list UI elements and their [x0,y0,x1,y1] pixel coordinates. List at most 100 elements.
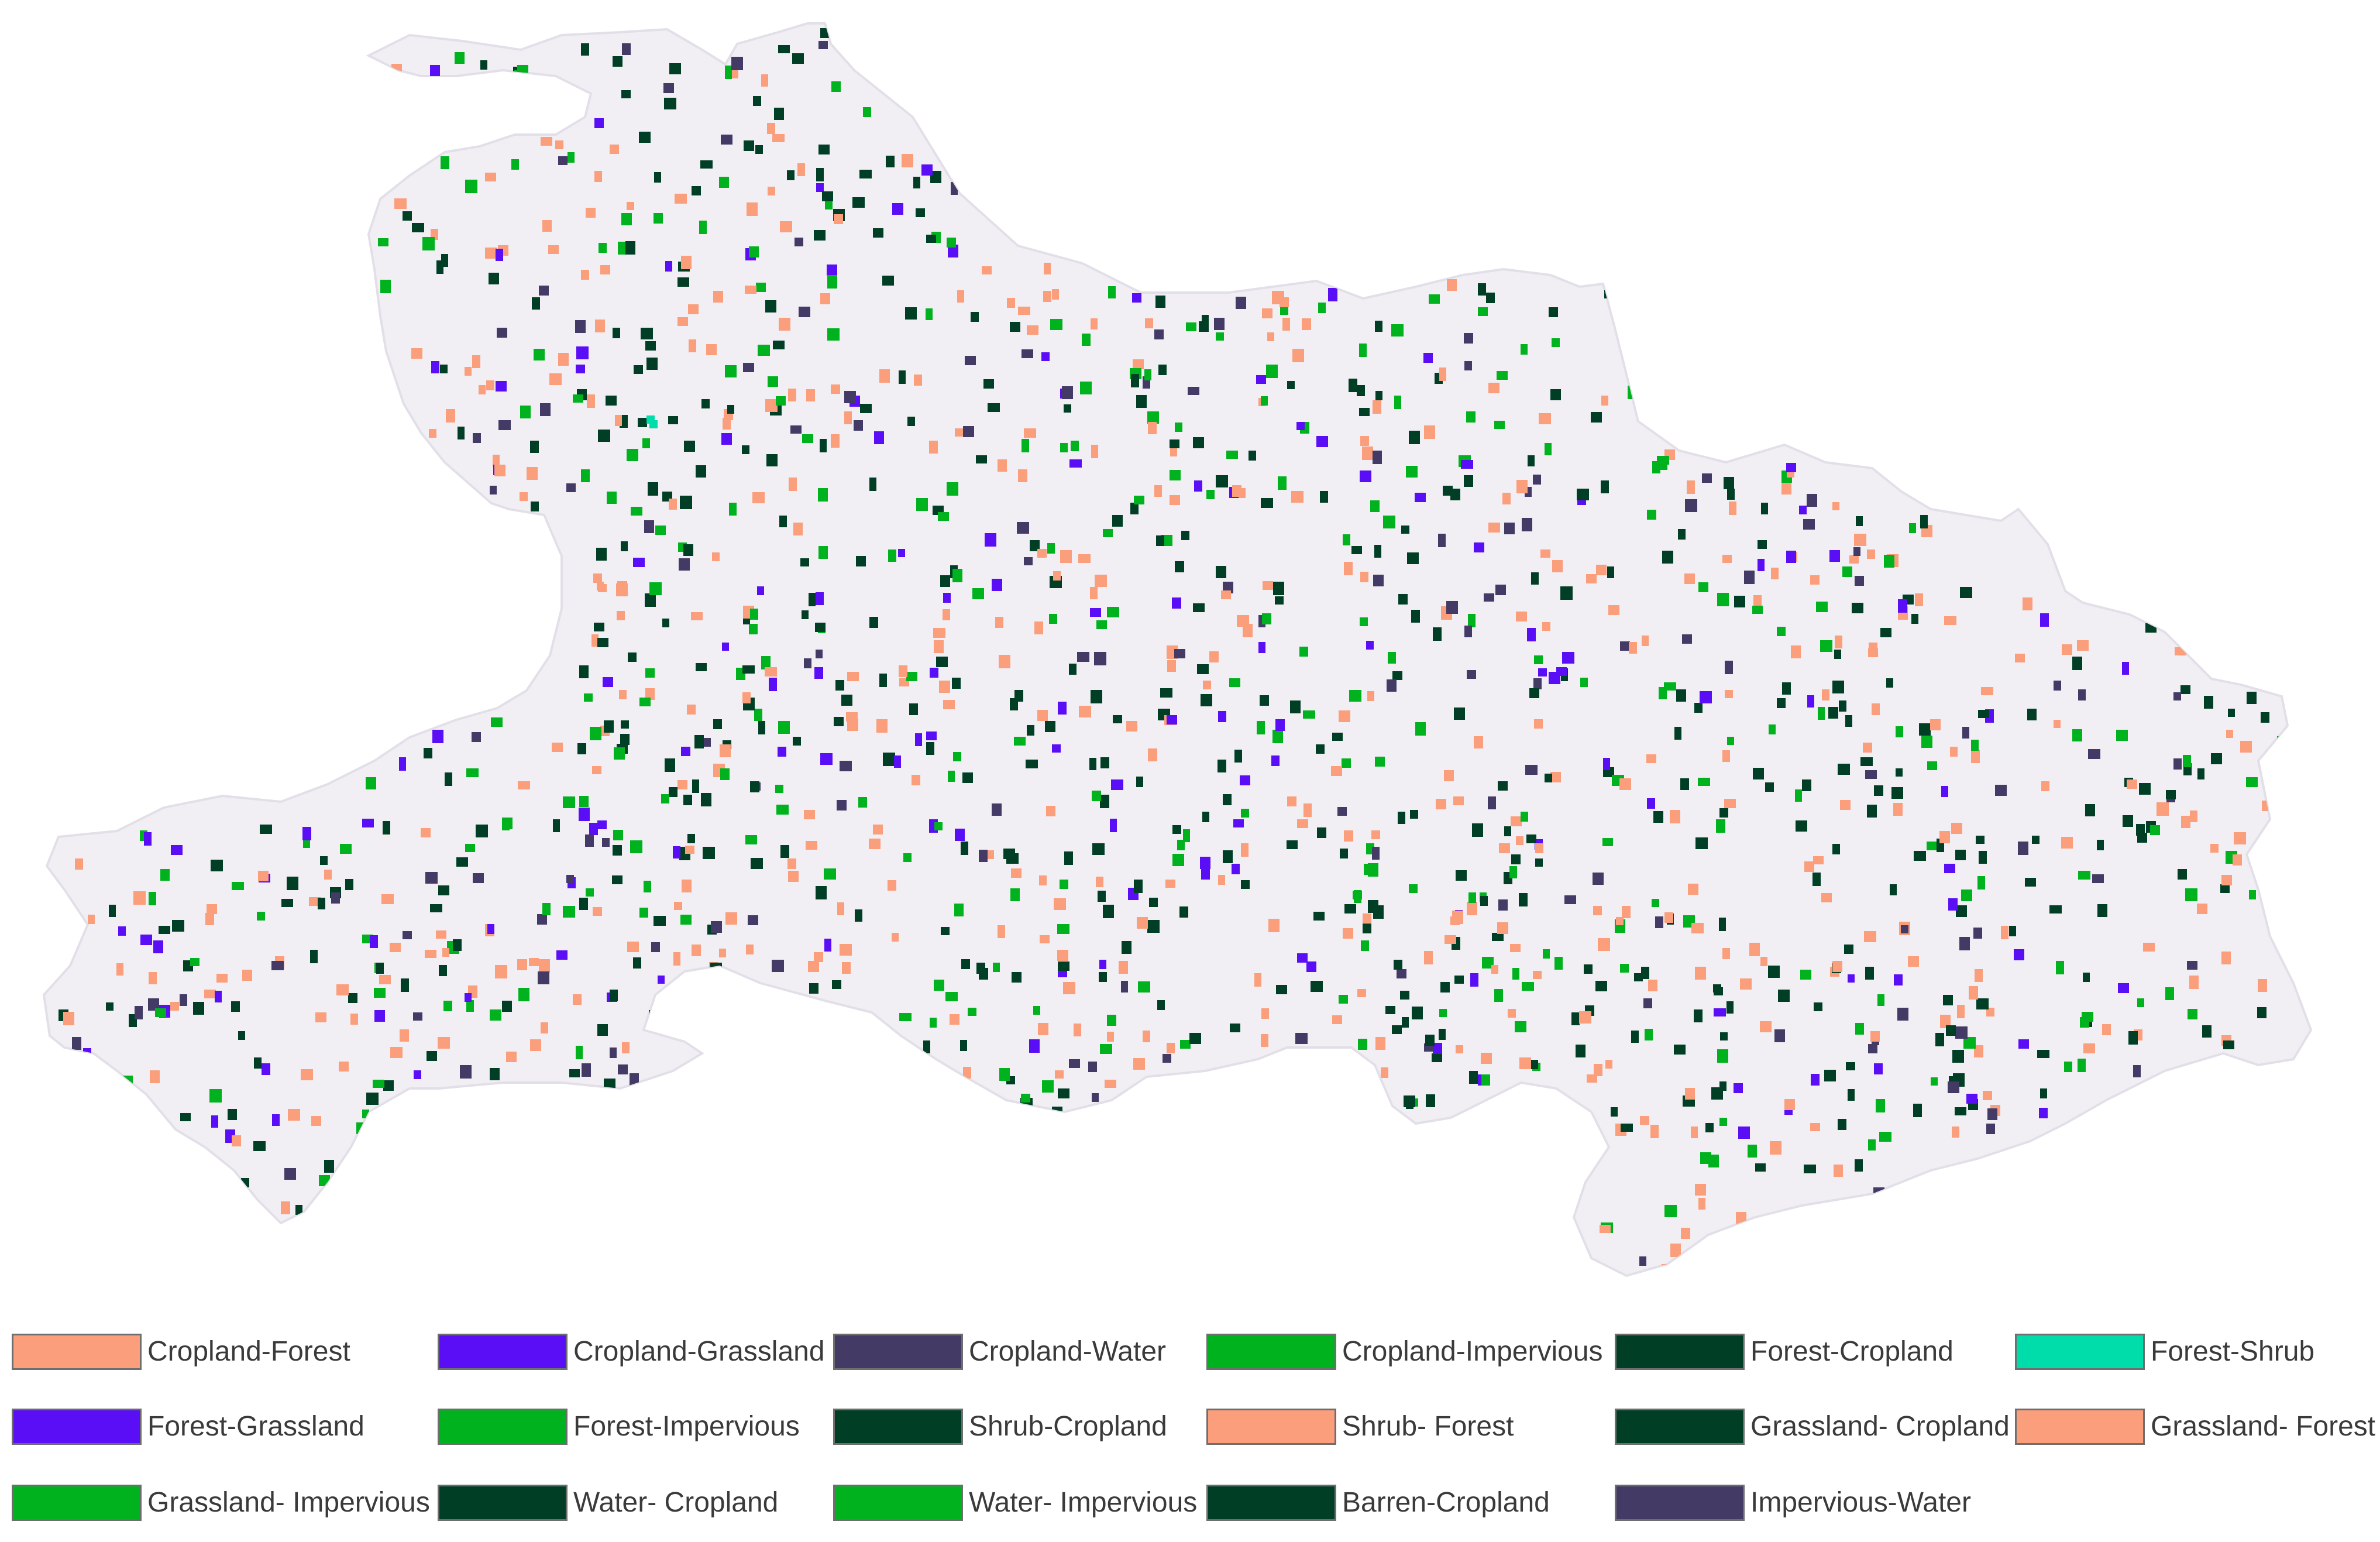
transition-patch [719,949,726,957]
transition-patch [753,96,761,106]
transition-patch [1436,799,1446,809]
transition-patch [2078,1059,2086,1072]
transition-patch [1472,823,1483,837]
transition-patch [1898,599,1907,613]
transition-patch [1719,1118,1727,1126]
transition-patch [1012,972,1022,983]
transition-patch [1260,695,1269,706]
transition-patch [1453,796,1464,805]
transition-patch [820,753,833,765]
transition-patch [1351,546,1362,554]
transition-patch [1691,1127,1698,1138]
transition-patch [713,291,723,303]
transition-patch [541,1022,548,1033]
transition-patch [1037,549,1047,558]
transition-patch [2116,730,2128,741]
transition-patch [727,405,734,414]
transition-patch [295,1205,302,1215]
transition-patch [1752,606,1763,614]
transition-patch [272,1114,280,1126]
legend-swatch [2015,1334,2145,1370]
transition-patch [1812,873,1821,886]
transition-patch [594,171,602,182]
transition-patch [446,409,455,423]
transition-patch [541,137,552,146]
transition-patch [72,1037,81,1050]
transition-patch [1206,490,1215,499]
transition-patch [582,1063,591,1077]
transition-patch [888,550,896,562]
transition-patch [909,703,918,715]
transition-patch [2040,613,2049,627]
transition-patch [1542,622,1550,631]
transition-patch [232,1135,241,1146]
map-area [42,22,2313,1277]
transition-patch [879,674,887,687]
transition-patch [1941,786,1948,797]
transition-patch [1126,721,1137,731]
transition-patch [948,771,955,782]
transition-patch [844,411,852,424]
transition-patch [1700,691,1712,703]
transition-patch [1047,543,1055,554]
transition-patch [558,156,568,165]
transition-patch [1343,534,1350,545]
transition-patch [787,170,795,180]
transition-patch [2054,720,2061,728]
transition-patch [1584,964,1593,974]
transition-patch [1217,760,1226,772]
transition-patch [622,1042,630,1053]
transition-patch [976,455,987,463]
transition-patch [1332,1015,1342,1024]
transition-patch [1986,1008,1994,1016]
transition-patch [832,980,841,989]
transition-patch [1758,559,1765,571]
transition-patch [2064,1062,2072,1072]
transition-patch [1777,627,1786,636]
transition-patch [1688,884,1698,895]
transition-patch [1122,941,1131,954]
transition-patch [1044,263,1051,274]
transition-patch [466,768,479,777]
transition-patch [1948,1081,1959,1093]
transition-patch [1022,439,1029,452]
transition-patch [1694,1009,1703,1022]
transition-patch [729,503,737,516]
transition-patch [1273,582,1284,595]
transition-patch [412,223,424,232]
transition-patch [1156,535,1164,546]
transition-patch [955,428,965,437]
transition-patch [1896,768,1903,777]
transition-patch [1394,960,1402,970]
transition-patch [135,1006,143,1019]
transition-patch [374,988,386,998]
transition-patch [1091,318,1098,329]
transition-patch [2180,685,2190,694]
transition-patch [627,942,639,952]
transition-patch [490,486,497,494]
transition-patch [576,365,585,373]
transition-patch [1287,381,1295,389]
transition-patch [494,465,505,476]
legend-item: Water- Cropland [438,1479,778,1526]
transition-patch [2143,943,2155,952]
transition-patch [489,273,499,284]
transition-patch [936,657,948,667]
transition-patch [806,841,817,850]
transition-patch [2056,961,2064,974]
transition-patch [1057,950,1068,961]
transition-patch [1971,740,1979,751]
transition-patch [1511,816,1522,826]
transition-patch [633,558,645,567]
transition-patch [1724,477,1734,489]
transition-patch [1099,960,1106,969]
transition-patch [2097,904,2107,917]
transition-patch [1360,436,1369,446]
transition-patch [2189,976,2199,989]
transition-patch [348,993,357,1003]
transition-patch [1901,925,1908,933]
transition-patch [1258,642,1265,653]
transition-patch [633,957,641,969]
transition-patch [1608,605,1619,615]
transition-patch [2165,987,2174,1000]
